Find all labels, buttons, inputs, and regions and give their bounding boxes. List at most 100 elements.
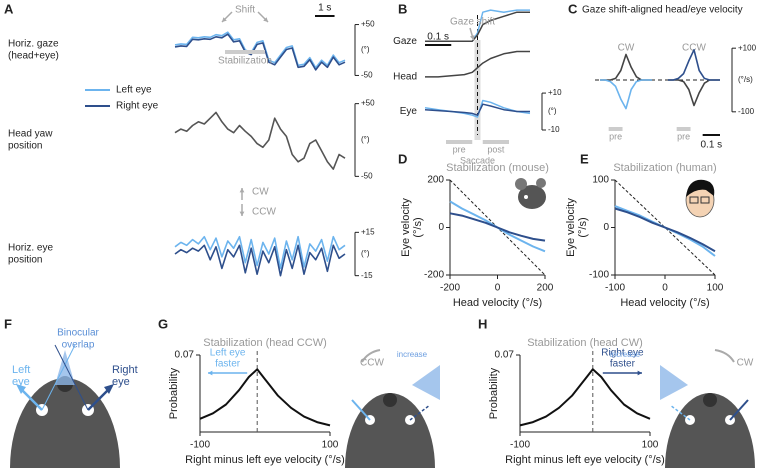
chart-title: Gaze shift-aligned head/eye velocity	[582, 5, 743, 16]
scale-label: -15	[361, 271, 373, 280]
arrow-label: Right eye	[601, 348, 644, 359]
y-tick-label: 100	[592, 175, 609, 186]
scale-unit: (°)	[361, 249, 370, 258]
y-tick-label: -100	[589, 270, 609, 281]
scale-unit: (°/s)	[738, 75, 753, 84]
y-label: Head yaw	[8, 129, 53, 140]
annotation: pre	[453, 144, 466, 154]
scale-unit: (°)	[361, 45, 370, 54]
scale-unit: (°)	[361, 135, 370, 144]
arrow-head	[637, 370, 642, 376]
x-tick-label: 100	[642, 440, 659, 451]
data-line	[600, 79, 652, 110]
y-tick-label: 0	[603, 222, 609, 233]
pre-bar	[608, 127, 623, 131]
arrow-head	[469, 35, 475, 40]
scale-label: 1 s	[318, 3, 331, 14]
x-tick-label: 0	[495, 283, 501, 294]
annotation: pre	[677, 131, 690, 141]
annotation: Shift	[235, 5, 255, 16]
y-label: Horiz. eye	[8, 243, 53, 254]
panel-label: C	[568, 1, 578, 16]
stabilization-bar	[225, 50, 265, 54]
y-label: (°/s)	[412, 217, 424, 237]
annotation: Saccade	[460, 155, 495, 165]
scale-label: -10	[548, 125, 560, 134]
y-label: Probability	[488, 367, 500, 419]
arrow-label: Left eye	[210, 348, 246, 359]
unity-line	[614, 179, 716, 276]
arrow-head	[222, 17, 227, 22]
pre-bar	[676, 127, 691, 131]
y-tick-label: 0	[438, 222, 444, 233]
rotation-label: CCW	[360, 358, 384, 369]
arrow-head	[208, 370, 213, 376]
scale-label: 0.1 s	[700, 140, 722, 151]
y-tick-label: 0.07	[495, 350, 515, 361]
panel-label: H	[478, 316, 487, 331]
row-label: Eye	[400, 106, 418, 117]
left-eye-label: Left	[12, 364, 30, 376]
x-label: Right minus left eye velocity (°/s)	[185, 454, 345, 466]
scale-label: +15	[361, 227, 375, 236]
x-label: Head velocity (°/s)	[620, 297, 709, 309]
mouse-diagram-h	[660, 349, 755, 468]
chart-title: Stabilization (mouse)	[446, 162, 549, 174]
data-line	[600, 53, 652, 81]
scale-label: -50	[361, 171, 373, 180]
annotation: Stabilization	[218, 56, 272, 67]
chart-title: Stabilization (head CW)	[527, 337, 643, 349]
data-line	[668, 49, 720, 81]
increase-label: increase	[610, 350, 641, 359]
mouse-diagram-f	[10, 344, 120, 468]
row-label: Head	[393, 72, 417, 83]
legend-label: Left eye	[116, 85, 152, 96]
y-label: position	[8, 141, 42, 152]
x-tick-label: 0	[662, 283, 668, 294]
x-label: Head velocity (°/s)	[453, 297, 542, 309]
scale-label: +10	[548, 88, 562, 97]
rotation-label: CW	[737, 358, 754, 369]
y-tick-label: -200	[424, 270, 444, 281]
pre-bar	[446, 140, 473, 144]
scale-label: 0.1 s	[427, 32, 449, 43]
panel-label: E	[580, 151, 589, 166]
y-tick-label: 200	[427, 175, 444, 186]
y-label: Probability	[168, 367, 180, 419]
y-label: (°/s)	[577, 217, 589, 237]
arrow-head	[263, 17, 268, 22]
mouse-icon	[515, 178, 546, 209]
y-label: position	[8, 255, 42, 266]
panel-label: B	[398, 1, 407, 16]
annotation: CCW	[252, 207, 276, 218]
data-line	[174, 244, 346, 277]
saccade-band	[474, 40, 481, 140]
left-eye-label: eye	[12, 376, 30, 388]
annotation: Gaze shift	[450, 17, 495, 28]
annotation: CW	[252, 187, 269, 198]
arrow-label: faster	[215, 359, 241, 370]
data-line	[519, 368, 651, 427]
arrow-head	[239, 188, 245, 193]
x-tick-label: 100	[322, 440, 339, 451]
x-tick-label: 200	[537, 283, 554, 294]
row-label: Gaze	[393, 36, 417, 47]
arrow-head	[239, 211, 245, 216]
data-line	[174, 235, 346, 270]
x-tick-label: -200	[440, 283, 460, 294]
data-line	[449, 212, 546, 242]
y-label: Horiz. gaze	[8, 39, 59, 50]
data-line	[199, 368, 331, 427]
scale-label: +50	[361, 99, 375, 108]
y-label: Eye velocity	[400, 198, 412, 257]
x-tick-label: 100	[707, 283, 724, 294]
scale-unit: (°)	[548, 107, 557, 116]
scale-label: -50	[361, 71, 373, 80]
right-eye-label: Right	[112, 364, 138, 376]
x-tick-label: -100	[190, 440, 210, 451]
post-bar	[482, 140, 509, 144]
human-icon	[685, 179, 715, 218]
y-label: Eye velocity	[565, 198, 577, 257]
annotation: post	[487, 144, 505, 154]
data-line	[174, 31, 346, 69]
